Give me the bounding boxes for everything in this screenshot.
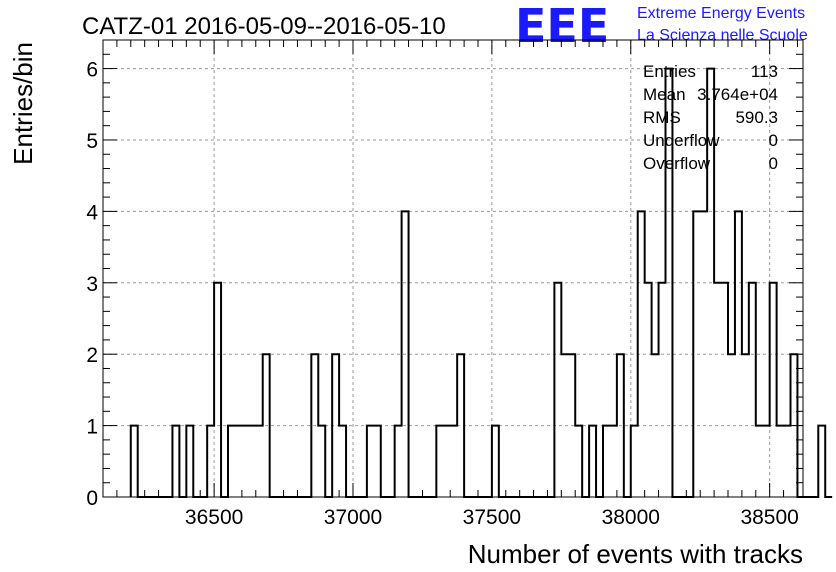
logo-line-2: La Scienza nelle Scuole [637, 27, 808, 44]
tick-labels: 36500 37000 37500 38000 38500 0 1 2 3 4 5 6 [86, 59, 799, 529]
x-tick-label: 38000 [602, 506, 660, 529]
y-axis-label: Entries/bin [8, 42, 38, 165]
stats-mean-value: 3.764e+04 [697, 85, 778, 104]
stats-underflow-value: 0 [769, 131, 778, 150]
axes [102, 39, 804, 498]
stats-box: Entries 113 Mean 3.764e+04 RMS 590.3 Und… [643, 62, 778, 173]
y-tick-label: 4 [86, 201, 98, 224]
histogram-series [129, 67, 833, 498]
eee-logo-mark: EEE [515, 0, 609, 53]
stats-overflow-value: 0 [769, 154, 778, 173]
y-tick-label: 1 [86, 416, 98, 439]
stats-underflow-label: Underflow [643, 131, 720, 150]
y-tick-label: 2 [86, 344, 98, 367]
x-tick-label: 38500 [740, 506, 798, 529]
histogram-outline [129, 67, 833, 498]
stats-entries-value: 113 [751, 62, 778, 81]
y-tick-label: 0 [86, 487, 98, 510]
stats-rms-value: 590.3 [735, 108, 778, 127]
x-tick-label: 36500 [185, 506, 243, 529]
y-tick-label: 5 [86, 130, 98, 153]
stats-overflow-label: Overflow [643, 154, 711, 173]
y-tick-label: 3 [86, 273, 98, 296]
x-tick-label: 37500 [463, 506, 521, 529]
chart-title: CATZ-01 2016-05-09--2016-05-10 [82, 13, 446, 40]
x-axis-label: Number of events with tracks [468, 539, 803, 569]
stats-mean-label: Mean [643, 85, 686, 104]
logo-line-1: Extreme Energy Events [637, 5, 805, 22]
y-tick-label: 6 [86, 59, 98, 82]
stats-rms-label: RMS [643, 108, 681, 127]
x-tick-label: 37000 [324, 506, 382, 529]
stats-entries-label: Entries [643, 62, 696, 81]
